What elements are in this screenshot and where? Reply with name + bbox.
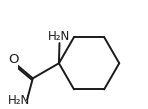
Text: H₂N: H₂N xyxy=(48,30,71,43)
Text: O: O xyxy=(8,53,18,66)
Text: H₂N: H₂N xyxy=(8,94,30,107)
